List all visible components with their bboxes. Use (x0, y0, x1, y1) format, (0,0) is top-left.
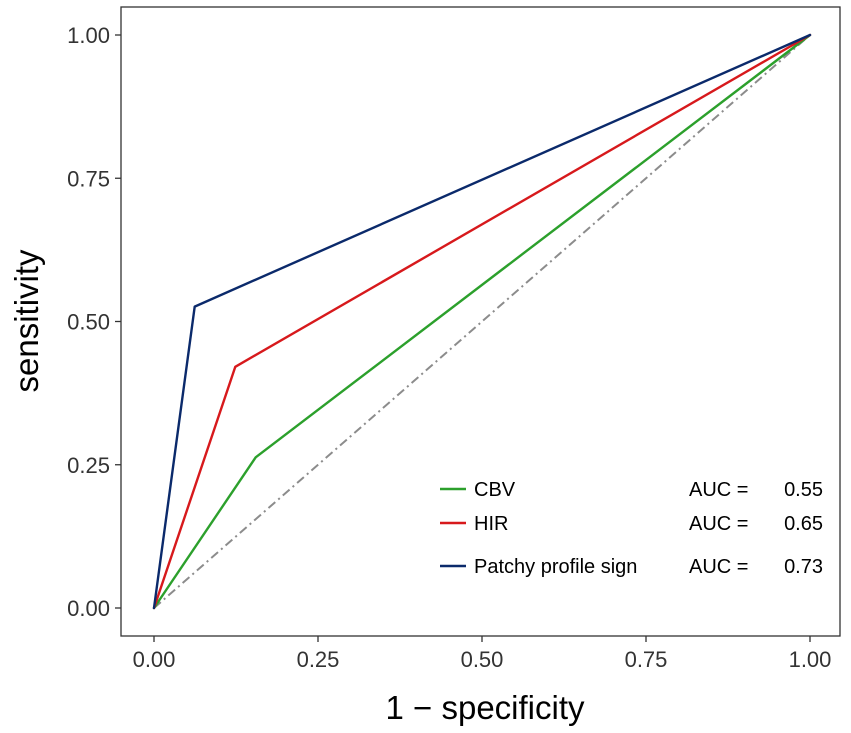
roc-line-cbv (152, 33, 812, 610)
legend-auc-value: 0.73 (784, 556, 823, 578)
legend-auc-value: 0.65 (784, 513, 823, 535)
legend-item-hir: HIR AUC = 0.65 (440, 513, 823, 535)
y-tick-label: 1.00 (67, 23, 110, 48)
reference-diagonal-line (153, 34, 811, 609)
x-tick-label: 0.00 (133, 647, 176, 672)
legend-item-patchy-profile-sign: Patchy profile sign AUC = 0.73 (440, 556, 823, 578)
legend-label: HIR (474, 513, 508, 535)
legend-label: CBV (474, 479, 516, 501)
y-axis-title: sensitivity (8, 249, 45, 393)
roc-line-hir (152, 33, 812, 610)
legend-item-cbv: CBV AUC = 0.55 (440, 479, 823, 501)
x-tick-label: 0.25 (297, 647, 340, 672)
legend-auc-label: AUC = (689, 513, 748, 535)
x-tick-label: 0.75 (625, 647, 668, 672)
legend: CBV AUC = 0.55 HIR AUC = 0.65 Patchy profile… (440, 479, 823, 578)
plot-lines (152, 33, 812, 610)
roc-line-patchy-profile-sign (152, 33, 812, 610)
x-tick-label: 1.00 (789, 647, 832, 672)
legend-auc-label: AUC = (689, 556, 748, 578)
x-axis-title: 1 − specificity (386, 689, 585, 726)
x-axis: 0.00 0.25 0.50 0.75 1.00 (133, 636, 832, 672)
legend-auc-label: AUC = (689, 479, 748, 501)
y-tick-label: 0.25 (67, 453, 110, 478)
y-axis: 0.00 0.25 0.50 0.75 1.00 (67, 23, 121, 621)
y-tick-label: 0.75 (67, 166, 110, 191)
y-tick-label: 0.50 (67, 310, 110, 335)
x-tick-label: 0.50 (461, 647, 504, 672)
legend-label: Patchy profile sign (474, 556, 637, 578)
y-tick-label: 0.00 (67, 596, 110, 621)
legend-auc-value: 0.55 (784, 479, 823, 501)
